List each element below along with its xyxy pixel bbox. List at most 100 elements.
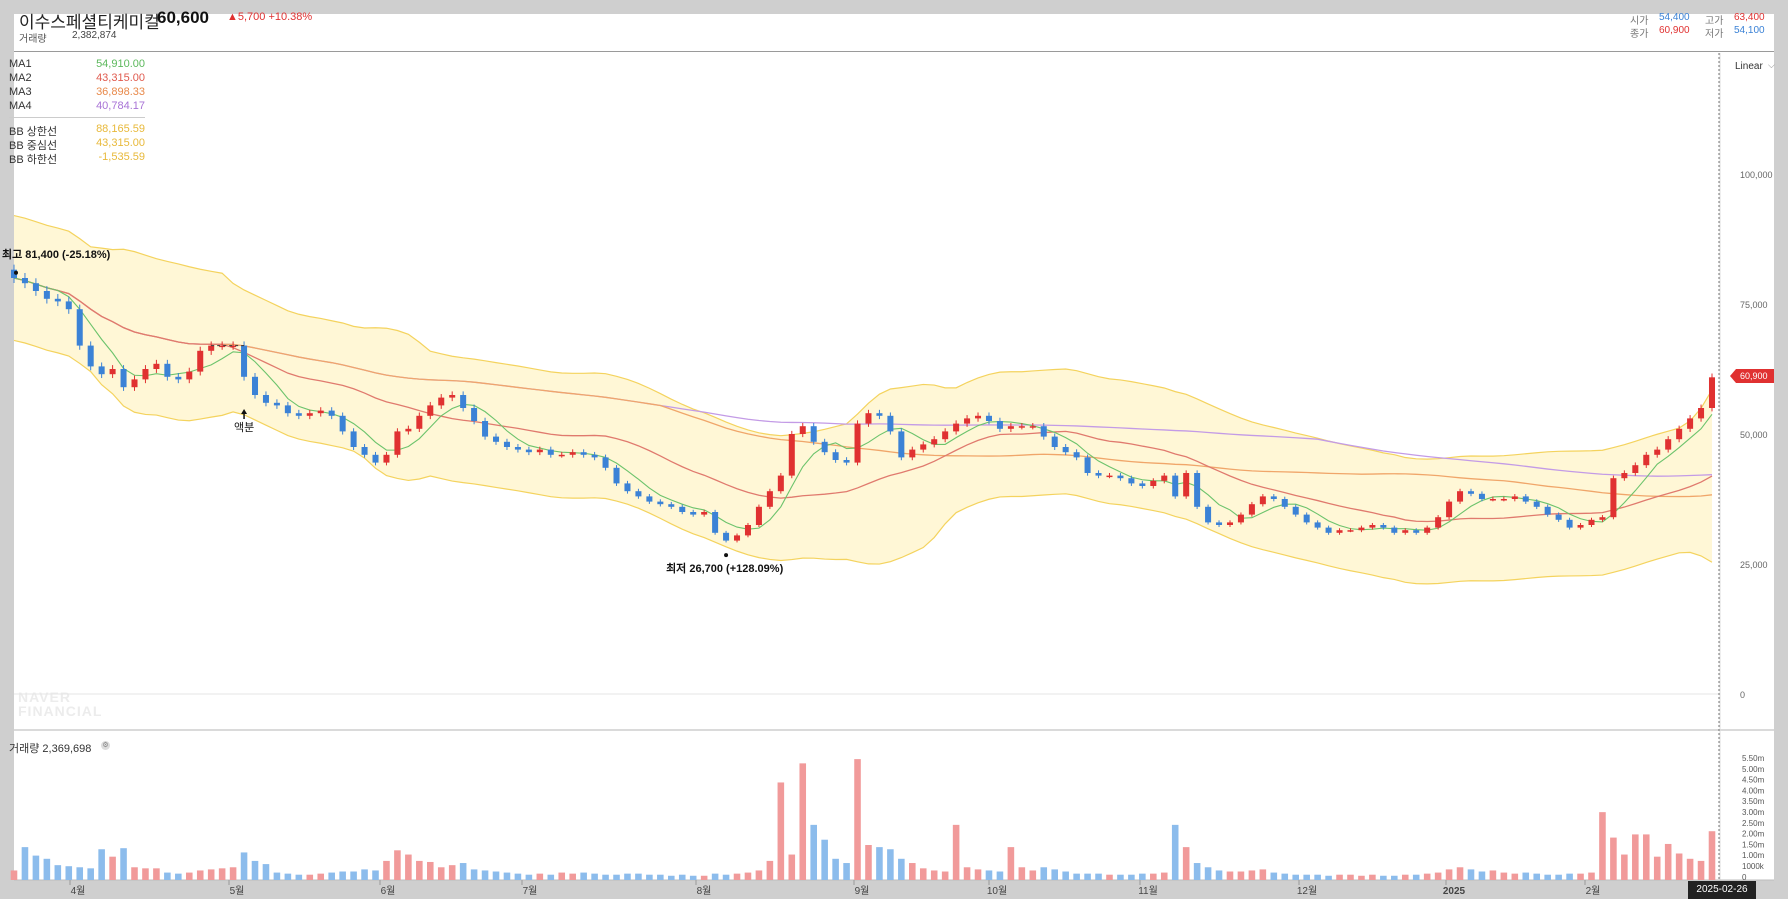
legend-bb-lower: BB 하한선 -1,535.59 <box>9 151 145 166</box>
candle <box>1029 426 1036 428</box>
candle <box>1358 527 1365 531</box>
legend-ma4-value: 40,784.17 <box>96 100 145 112</box>
left-frame <box>0 14 14 899</box>
candle <box>241 345 248 377</box>
legend-bb-upper: BB 상한선 88,165.59 <box>9 123 145 138</box>
candle <box>514 447 521 450</box>
candle <box>887 415 894 432</box>
volume-bar <box>514 873 522 880</box>
candle <box>394 431 401 455</box>
candle <box>964 418 971 424</box>
candle <box>547 449 554 455</box>
y-tick-label: 50,000 <box>1740 430 1768 440</box>
volume-bar <box>569 873 576 880</box>
x-tick-label: 9월 <box>855 885 870 897</box>
volume-bar <box>525 874 533 880</box>
stock-name[interactable]: 이수스페셜티케미컬 <box>19 13 160 32</box>
volume-bar <box>1084 873 1091 880</box>
x-tick-label: 7월 <box>523 885 538 897</box>
volume-bar <box>1588 872 1595 880</box>
candle <box>876 413 883 416</box>
candle <box>317 410 324 414</box>
volume-bar <box>339 871 346 880</box>
volume-bar <box>1018 867 1026 880</box>
scale-mode-button[interactable]: Linear <box>1735 61 1763 72</box>
settings-icon[interactable]: ⚙ <box>101 741 110 750</box>
volume-bar <box>865 845 872 880</box>
volume-bar <box>1412 874 1420 880</box>
volume-bar <box>131 867 138 880</box>
candle <box>1665 439 1672 450</box>
volume-bar <box>1182 847 1190 880</box>
volume-bar <box>1577 873 1584 880</box>
legend-ma1: MA1 54,910.00 <box>9 58 145 72</box>
candle <box>1632 465 1639 473</box>
volume-bar <box>657 874 664 880</box>
candle <box>679 506 686 512</box>
candle <box>712 512 719 533</box>
volume-bar <box>32 855 40 880</box>
volume-bar <box>1511 873 1519 880</box>
candle <box>843 460 850 463</box>
volume-tick-label: 4.00m <box>1742 786 1765 795</box>
volume-bar <box>120 848 127 880</box>
candle <box>1424 527 1431 533</box>
y-tick-label: 25,000 <box>1740 560 1768 570</box>
indicator-legend: MA1 54,910.00 MA2 43,315.00 MA3 36,898.3… <box>9 58 145 166</box>
candle <box>1369 525 1376 528</box>
volume-bar <box>65 866 73 880</box>
legend-ma1-value: 54,910.00 <box>96 58 145 70</box>
volume-bar <box>470 869 478 880</box>
volume-bar <box>1303 874 1310 880</box>
legend-bb-middle-value: 43,315.00 <box>96 137 145 149</box>
volume-bar <box>405 854 412 880</box>
candle <box>723 532 730 541</box>
candle <box>372 454 379 463</box>
candle <box>251 376 259 395</box>
candle <box>1226 522 1233 525</box>
candle <box>1248 504 1255 515</box>
volume-bar <box>1128 874 1135 880</box>
x-tick-label: 11월 <box>1138 885 1158 897</box>
volume-bar <box>1336 874 1343 880</box>
volume-bar <box>1237 871 1245 880</box>
legend-ma3-value: 36,898.33 <box>96 86 145 98</box>
volume-bar <box>10 870 18 880</box>
volume-bar <box>952 824 960 880</box>
candle <box>1194 473 1201 507</box>
volume-bar <box>799 763 807 880</box>
x-tick-label: 6월 <box>381 885 396 897</box>
volume-bar <box>1259 869 1267 880</box>
candle <box>1216 522 1223 525</box>
candle <box>985 415 992 421</box>
candle <box>405 428 412 432</box>
volume-bar <box>1380 875 1387 880</box>
volume-bar <box>142 868 149 880</box>
volume-bar <box>1117 874 1124 880</box>
x-tick-label: 2025 <box>1443 886 1466 897</box>
volume-bar <box>777 782 785 880</box>
volume-bar <box>1599 812 1606 880</box>
chevron-down-icon[interactable]: ⌵ <box>1768 60 1775 70</box>
candle <box>525 449 532 453</box>
volume-tick-label: 1.50m <box>1742 840 1765 849</box>
candle <box>624 483 631 492</box>
candle <box>273 402 280 406</box>
candle <box>931 439 938 445</box>
volume-tick-label: 2.00m <box>1742 830 1765 839</box>
volume-bar <box>1489 870 1497 880</box>
candle <box>635 491 642 497</box>
legend-ma2-value: 43,315.00 <box>96 72 145 84</box>
close-value: 60,900 <box>1659 25 1690 36</box>
candle <box>602 457 609 468</box>
candle <box>1654 449 1661 455</box>
volume-bar <box>207 869 215 880</box>
last-price-tag: 60,900 <box>1730 369 1774 383</box>
candle <box>1555 514 1562 520</box>
candle <box>766 491 773 507</box>
volume-bar <box>98 849 105 880</box>
x-tick-label: 4월 <box>71 885 86 897</box>
volume-bar <box>635 873 642 880</box>
volume-bar <box>459 863 467 880</box>
